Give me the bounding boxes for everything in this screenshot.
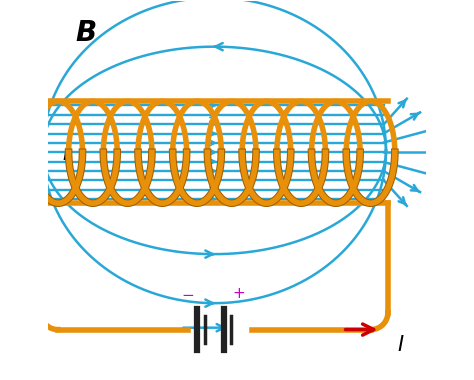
- Text: $-$: $-$: [181, 286, 194, 301]
- Text: $I$: $I$: [397, 335, 405, 355]
- Text: B: B: [75, 19, 97, 48]
- Text: $+$: $+$: [232, 286, 246, 301]
- Text: $I$: $I$: [62, 144, 69, 164]
